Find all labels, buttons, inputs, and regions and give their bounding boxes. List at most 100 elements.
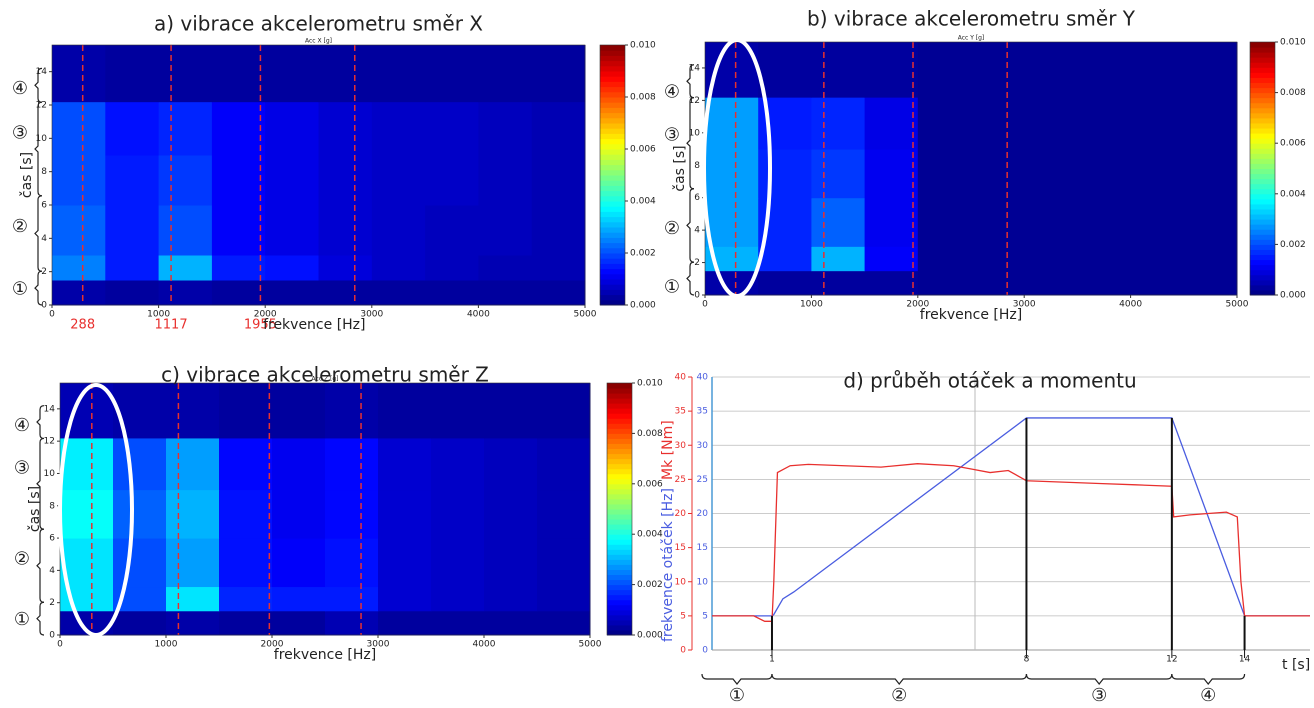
- heatmap-cell: [531, 155, 586, 206]
- heatmap-cell: [758, 246, 812, 272]
- x-axis-label: frekvence [Hz]: [920, 307, 1022, 323]
- colorbar-swatch: [600, 169, 625, 176]
- heatmap-cell: [211, 101, 266, 156]
- colorbar-swatch: [607, 418, 632, 424]
- colorbar-swatch: [600, 190, 625, 197]
- x-tick-label: 5000: [1226, 300, 1249, 310]
- colorbar-swatch: [600, 154, 625, 160]
- x-tick-label: 1: [769, 655, 775, 665]
- colorbar-swatch: [607, 519, 632, 525]
- heatmap-cell: [113, 383, 167, 439]
- heatmap-cell: [811, 197, 866, 247]
- colorbar-swatch: [600, 289, 625, 296]
- chart-title: a) vibrace akcelerometru směr X: [154, 12, 483, 36]
- heatmap-cell: [431, 489, 485, 539]
- heatmap-cell: [1024, 149, 1078, 199]
- y-tick-label: 2: [49, 598, 55, 608]
- colorbar-tick-label: 0.010: [630, 41, 656, 51]
- y-tick-label: 20: [697, 509, 709, 519]
- heatmap-cell: [971, 97, 1025, 150]
- heatmap-cell: [537, 489, 591, 539]
- heatmap-cell: [917, 149, 972, 199]
- heatmap-cell: [431, 538, 485, 588]
- heatmap-cell: [166, 437, 220, 491]
- heatmap-cell: [478, 255, 533, 281]
- heatmap-cell: [265, 205, 319, 256]
- heatmap-cell: [1130, 149, 1185, 199]
- x-tick-label: 14: [1239, 655, 1251, 665]
- heatmap-cell: [166, 538, 220, 588]
- y-axis-label: čas [s]: [27, 486, 43, 532]
- y-tick-label: 4: [49, 566, 55, 576]
- x-tick-label: 4000: [467, 310, 490, 320]
- heatmap-cell: [371, 45, 426, 103]
- heatmap-cell: [318, 255, 373, 281]
- subtitle: Acc Y [g]: [958, 35, 985, 42]
- colorbar-swatch: [600, 112, 625, 119]
- heatmap-cell: [378, 586, 432, 612]
- heatmap-cell: [917, 197, 972, 247]
- y2-tick-label: 25: [675, 475, 686, 485]
- heatmap-cell: [325, 383, 379, 439]
- colorbar-swatch: [607, 498, 632, 505]
- colorbar-swatch: [1250, 178, 1275, 185]
- marker-label: 1117: [155, 318, 188, 333]
- heatmap-cell: [431, 383, 485, 439]
- line-series: [712, 463, 1310, 622]
- x-tick-label: 1000: [800, 300, 823, 310]
- x-tick-label: 2000: [261, 640, 284, 650]
- colorbar-tick-label: 0.002: [630, 249, 656, 259]
- heatmap-cell: [425, 255, 479, 281]
- phase-bracket: [36, 437, 45, 530]
- colorbar-swatch: [1250, 148, 1275, 154]
- heatmap-cell: [52, 205, 106, 256]
- heatmap-cell: [1077, 42, 1132, 98]
- colorbar-frame: [606, 382, 633, 636]
- heatmap-cell: [1130, 97, 1185, 150]
- colorbar-swatch: [600, 253, 625, 259]
- heatmap-cell: [1183, 270, 1238, 296]
- heatmap-cell: [219, 610, 273, 636]
- colorbar-frame: [599, 44, 626, 306]
- heatmap-cell: [431, 586, 485, 612]
- y-tick-label: 12: [36, 101, 47, 111]
- colorbar-swatch: [1250, 57, 1275, 63]
- colorbar-swatch: [1250, 203, 1275, 210]
- phase-bracket: [36, 528, 45, 603]
- heatmap-cell: [211, 205, 266, 256]
- heatmap-cell: [265, 255, 319, 281]
- heatmap-cell: [272, 586, 326, 612]
- heatmap-cell: [318, 205, 373, 256]
- colorbar-tick-label: 0.008: [637, 429, 663, 439]
- colorbar-swatch: [1250, 219, 1275, 225]
- colorbar-swatch: [1250, 72, 1275, 78]
- highlight-ellipse: [702, 38, 772, 298]
- phase-label: ③: [14, 458, 30, 479]
- heatmap-cell: [325, 538, 379, 588]
- colorbar-swatch: [607, 574, 632, 581]
- heatmap-cell: [105, 101, 160, 156]
- colorbar-swatch: [600, 133, 625, 140]
- heatmap-cell: [60, 437, 114, 491]
- y-tick-label: 10: [697, 577, 709, 587]
- y2-tick-label: 0: [680, 646, 686, 656]
- colorbar-swatch: [607, 549, 632, 555]
- heatmap-cell: [537, 437, 591, 491]
- heatmap-cell: [705, 197, 759, 247]
- heatmap-cell: [219, 489, 273, 539]
- colorbar-tick-label: 0.002: [1280, 240, 1306, 250]
- heatmap-cell: [113, 437, 167, 491]
- heatmap-cell: [917, 246, 972, 272]
- heatmap-cell: [265, 45, 319, 103]
- x-tick-label: 3000: [367, 640, 390, 650]
- heatmap-cell: [425, 280, 479, 306]
- heatmap-cell: [211, 255, 266, 281]
- colorbar-swatch: [1250, 128, 1275, 134]
- colorbar-tick-label: 0.006: [637, 479, 663, 489]
- colorbar-swatch: [600, 284, 625, 290]
- colorbar-swatch: [1250, 198, 1275, 205]
- colorbar-swatch: [600, 232, 625, 238]
- heatmap-cell: [971, 270, 1025, 296]
- heatmap-cell: [705, 97, 759, 150]
- heatmap-cell: [325, 437, 379, 491]
